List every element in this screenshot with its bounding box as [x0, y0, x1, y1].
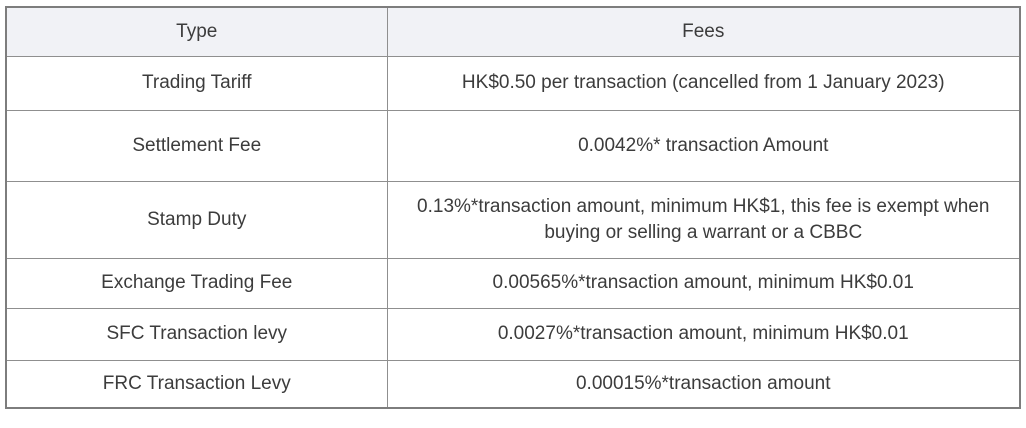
fee-type-cell: Exchange Trading Fee [5, 257, 388, 309]
fee-type-cell: FRC Transaction Levy [5, 359, 388, 409]
header-row: Type Fees [5, 6, 1021, 57]
fee-type-cell: SFC Transaction levy [5, 307, 388, 361]
table-row: Trading Tariff HK$0.50 per transaction (c… [5, 55, 1021, 111]
fee-type-cell: Stamp Duty [5, 180, 388, 259]
fee-value-cell: 0.00015%*transaction amount [386, 359, 1021, 409]
fee-type-cell: Settlement Fee [5, 109, 388, 182]
fees-table-header: Type Fees [5, 6, 1021, 57]
fee-value-cell: 0.0027%*transaction amount, minimum HK$0… [386, 307, 1021, 361]
fee-type-cell: Trading Tariff [5, 55, 388, 111]
fees-table-body: Trading Tariff HK$0.50 per transaction (c… [5, 55, 1021, 409]
table-row: FRC Transaction Levy 0.00015%*transaction… [5, 359, 1021, 409]
table-row: Settlement Fee 0.0042%* transaction Amoun… [5, 109, 1021, 182]
fees-table: Type Fees Trading Tariff HK$0.50 per tran… [5, 6, 1021, 409]
fee-value-cell: 0.00565%*transaction amount, minimum HK$… [386, 257, 1021, 309]
fee-value-cell: HK$0.50 per transaction (cancelled from … [386, 55, 1021, 111]
fee-value-cell: 0.13%*transaction amount, minimum HK$1, … [386, 180, 1021, 259]
column-header-fees: Fees [386, 6, 1021, 57]
table-row: SFC Transaction levy 0.0027%*transaction … [5, 307, 1021, 361]
column-header-type: Type [5, 6, 388, 57]
table-row: Exchange Trading Fee 0.00565%*transaction… [5, 257, 1021, 309]
table-row: Stamp Duty 0.13%*transaction amount, mini… [5, 180, 1021, 259]
fee-value-cell: 0.0042%* transaction Amount [386, 109, 1021, 182]
